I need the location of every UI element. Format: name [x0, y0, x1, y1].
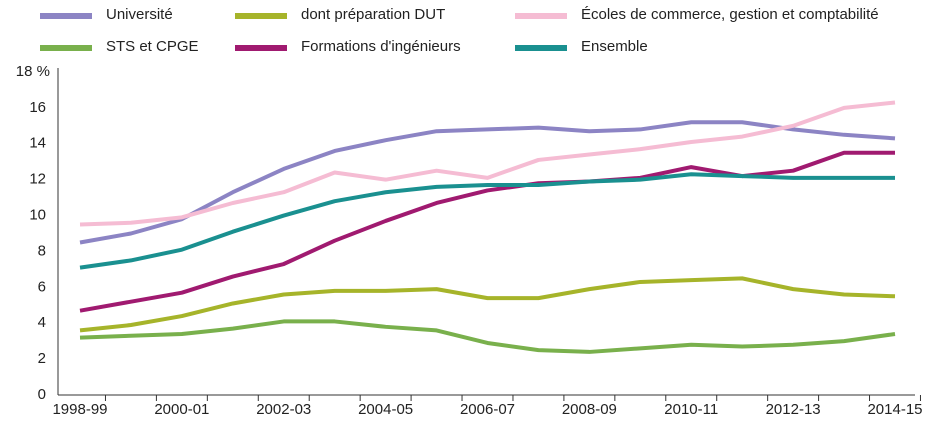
y-tick-label: 12	[29, 171, 46, 188]
x-tick-label: 1998-99	[52, 401, 107, 418]
y-tick-label: 14	[29, 135, 46, 152]
legend-label: Ensemble	[581, 38, 648, 55]
x-tick-label: 2006-07	[460, 401, 515, 418]
legend-label: Formations d'ingénieurs	[301, 38, 461, 55]
legend-label: Écoles de commerce, gestion et comptabil…	[581, 6, 879, 23]
series-line	[79, 172, 895, 270]
y-tick-label: 6	[38, 278, 46, 295]
series-line	[79, 319, 896, 354]
y-tick-label: 16	[29, 99, 46, 116]
x-tick-label: 2010-11	[664, 401, 718, 418]
series-line	[79, 150, 895, 313]
legend-label: dont préparation DUT	[301, 6, 445, 23]
x-tick-label: 2008-09	[562, 401, 617, 418]
y-tick-label: 4	[38, 314, 46, 331]
series-line	[79, 276, 896, 333]
x-tick-label: 2014-15	[867, 401, 922, 418]
y-tick-label: 2	[38, 350, 46, 367]
y-tick-label: 8	[38, 242, 46, 259]
x-tick-label: 2002-03	[256, 401, 311, 418]
series-line	[79, 120, 896, 245]
series-line	[79, 100, 896, 227]
y-tick-label: 0	[38, 386, 46, 403]
y-tick-label: 18 %	[16, 63, 50, 80]
y-tick-label: 10	[29, 207, 46, 224]
legend-label: Université	[106, 6, 173, 23]
legend-label: STS et CPGE	[106, 38, 199, 55]
x-tick-label: 2000-01	[154, 401, 209, 418]
x-tick-label: 2012-13	[766, 401, 821, 418]
x-tick-label: 2004-05	[358, 401, 413, 418]
